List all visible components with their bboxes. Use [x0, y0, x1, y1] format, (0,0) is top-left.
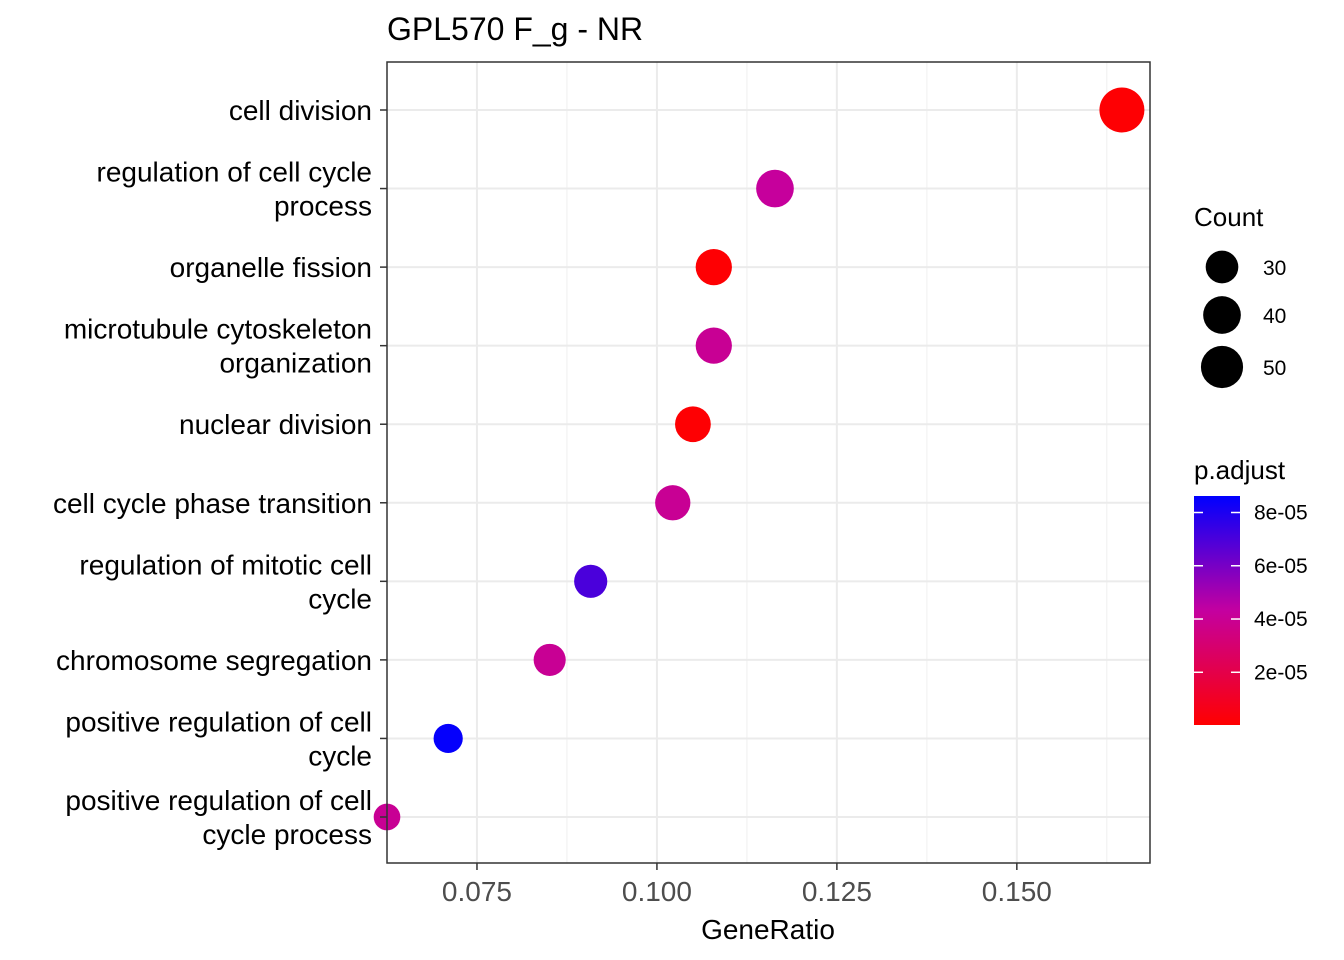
plot-panel	[373, 61, 1151, 864]
padjust-colorbar	[1194, 496, 1240, 725]
x-tick-label: 0.100	[622, 876, 692, 907]
x-axis: 0.075 0.100 0.125 0.150	[442, 863, 1052, 907]
x-tick-label: 0.150	[982, 876, 1052, 907]
padjust-legend-label: 2e-05	[1254, 661, 1308, 684]
data-points	[373, 87, 1145, 831]
panel-border	[386, 61, 1151, 864]
count-legend-label: 40	[1263, 305, 1286, 328]
y-tick-label: microtubule cytoskeleton	[64, 314, 372, 345]
padjust-legend: p.adjust 8e-05 6e-05 4e-05 2e-05	[1194, 455, 1308, 725]
y-tick-label: chromosome segregation	[56, 645, 372, 676]
y-tick-label: organelle fission	[170, 252, 372, 283]
y-tick-label: regulation of cell cycle	[97, 157, 372, 188]
y-tick-label: cycle	[308, 740, 372, 771]
data-point	[756, 169, 794, 208]
y-tick-label: organization	[219, 348, 372, 379]
y-tick-label: regulation of mitotic cell	[79, 549, 372, 580]
padjust-legend-label: 4e-05	[1254, 608, 1308, 631]
count-legend-key	[1200, 345, 1244, 389]
padjust-legend-label: 6e-05	[1254, 555, 1308, 578]
y-tick-label: cycle	[308, 583, 372, 614]
y-tick-label: positive regulation of cell	[65, 785, 372, 816]
count-legend-label: 50	[1263, 357, 1286, 380]
data-point	[433, 723, 463, 754]
data-point	[1099, 87, 1145, 133]
y-tick-label: nuclear division	[179, 409, 372, 440]
chart-title: GPL570 F_g - NR	[387, 11, 643, 47]
y-tick-label: cycle process	[202, 819, 372, 850]
y-tick-label: process	[274, 191, 372, 222]
y-axis: cell division regulation of cell cyclepro…	[53, 95, 387, 850]
count-legend-label: 30	[1263, 257, 1286, 280]
padjust-legend-title: p.adjust	[1194, 455, 1286, 485]
count-legend-key	[1205, 250, 1239, 284]
data-point	[695, 327, 732, 364]
count-legend: Count 30 40 50	[1194, 202, 1286, 389]
data-point	[695, 248, 732, 286]
data-point	[574, 564, 608, 598]
grid-minor	[566, 62, 1108, 863]
data-point	[533, 643, 566, 676]
x-tick-label: 0.125	[802, 876, 872, 907]
y-tick-label: positive regulation of cell	[65, 706, 372, 737]
padjust-legend-label: 8e-05	[1254, 502, 1308, 525]
data-point	[655, 485, 691, 521]
x-tick-label: 0.075	[442, 876, 512, 907]
y-tick-label: cell division	[229, 95, 372, 126]
y-tick-label: cell cycle phase transition	[53, 488, 372, 519]
x-axis-title: GeneRatio	[701, 914, 835, 945]
count-legend-key	[1203, 296, 1241, 334]
data-point	[675, 406, 711, 443]
count-legend-title: Count	[1194, 202, 1264, 232]
